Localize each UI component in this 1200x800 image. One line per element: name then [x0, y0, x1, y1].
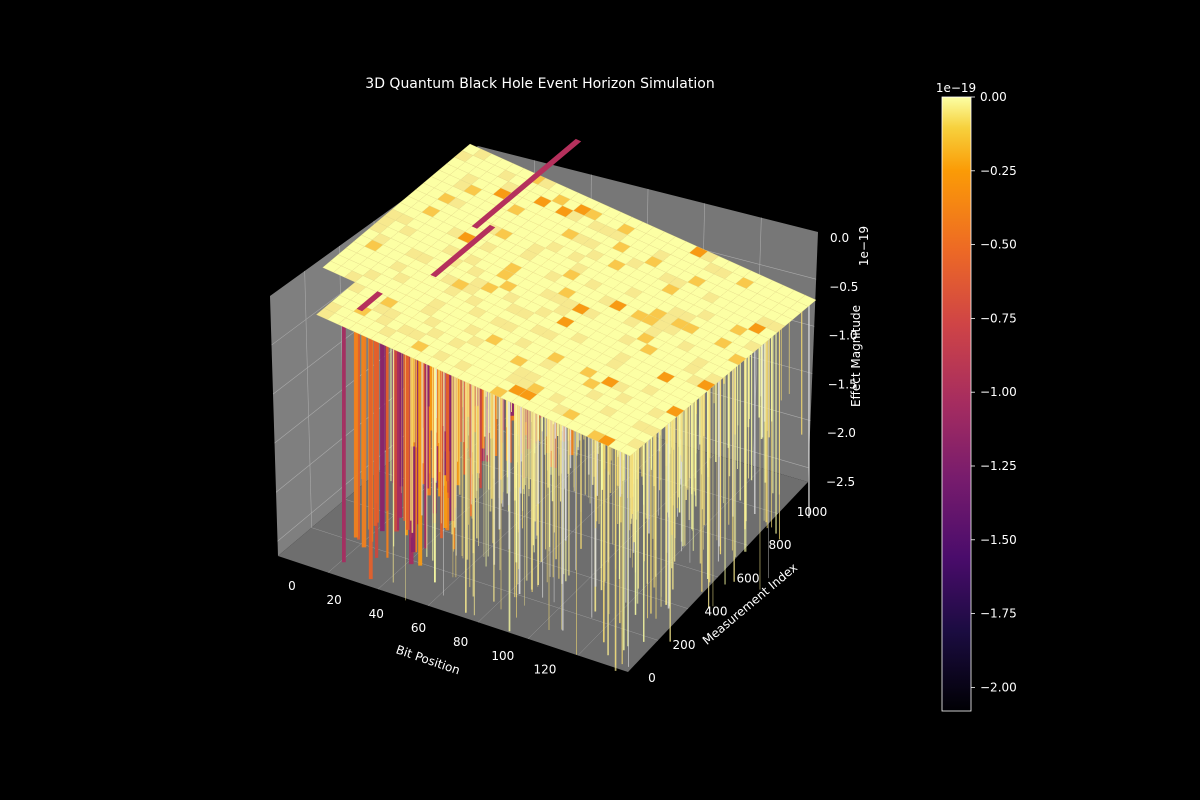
colorbar-tick-label: 0.00	[980, 90, 1007, 104]
x-tick-label: 60	[411, 621, 426, 635]
colorbar-tick-label: −0.75	[980, 311, 1017, 325]
x-tick-label: 20	[327, 593, 342, 607]
colorbar-ticks: 0.00 −0.25 −0.50 −0.75 −1.00 −1.25 −1.50 −1.75 −…	[971, 90, 1017, 694]
colorbar-gradient	[941, 96, 972, 712]
colorbar-tick-label: −1.50	[980, 533, 1017, 547]
colorbar-tick-label: −1.25	[980, 459, 1017, 473]
colorbar-tick-label: −1.00	[980, 385, 1017, 399]
y-tick-label: 800	[769, 538, 792, 552]
chart-title: 3D Quantum Black Hole Event Horizon Simu…	[365, 76, 715, 92]
x-tick-label: 40	[369, 607, 384, 621]
x-tick-label: 120	[533, 663, 556, 677]
colorbar-tick-label: −1.75	[980, 607, 1017, 621]
surface-patch	[430, 224, 496, 278]
colorbar-tick-label: −0.50	[980, 238, 1017, 252]
y-tick-label: 400	[705, 605, 728, 619]
y-tick-label: 1000	[797, 505, 828, 519]
y-tick-label: 0	[648, 671, 656, 685]
z-tick-label: −0.5	[829, 280, 858, 294]
z-tick-label: −2.5	[826, 475, 855, 489]
surface-patch	[356, 291, 383, 312]
x-tick-label: 80	[453, 635, 468, 649]
colorbar-offset-text: 1e−19	[936, 81, 976, 95]
x-tick-label: 0	[288, 579, 296, 593]
x-tick-label: 100	[491, 649, 514, 663]
colorbar: 1e−19 0.00 −0.25 −0.50 −0.75 −1.00 −1.25 −1.50…	[936, 81, 1017, 712]
axis-ticks: 0 20 40 60 80 100 120 0 200 400 600 800 1000 0.0 −0.5 −…	[288, 231, 858, 685]
y-tick-label: 600	[737, 571, 760, 585]
z-tick-label: 0.0	[830, 231, 849, 245]
z-tick-label: −2.0	[827, 426, 856, 440]
colorbar-tick-label: −0.25	[980, 164, 1017, 178]
z-tick-label: −1.0	[828, 329, 857, 343]
colorbar-tick-label: −2.00	[980, 680, 1017, 694]
surface-plot	[316, 138, 817, 671]
z-tick-label: −1.5	[828, 377, 857, 391]
surface-patch	[797, 294, 817, 307]
z-axis-label: Effect Magnitude	[849, 305, 863, 407]
surface-patch	[471, 138, 582, 229]
z-axis-offset-text: 1e−19	[857, 226, 871, 266]
x-axis-label: Bit Position	[394, 643, 462, 678]
grid-line	[304, 270, 312, 528]
y-tick-label: 200	[673, 638, 696, 652]
